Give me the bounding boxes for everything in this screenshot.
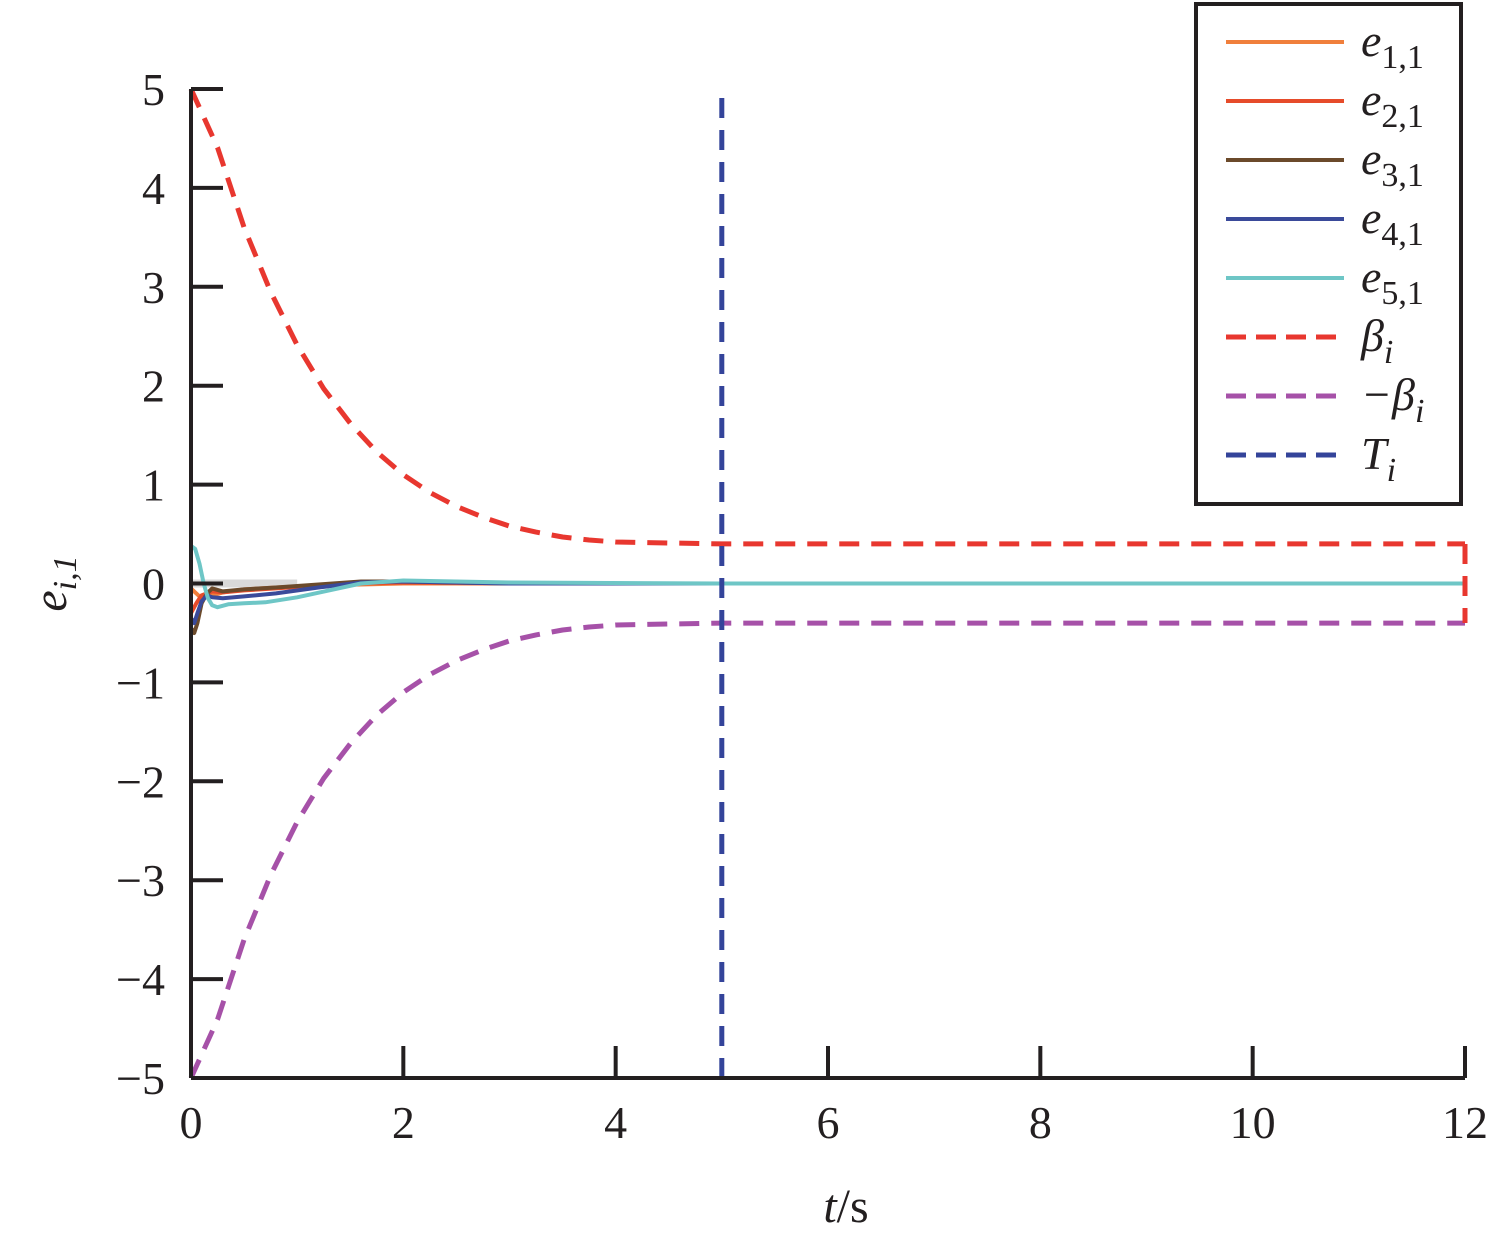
series-layer: [188, 87, 1468, 1080]
x-tick-label: 2: [392, 1097, 415, 1148]
legend-label-5: e5,1: [1361, 251, 1424, 312]
axis-titles: ei,1 t/s: [24, 555, 869, 1233]
series-line-7: [188, 620, 1465, 1080]
legend-label-2: e2,1: [1361, 74, 1424, 135]
series-line-1: [189, 581, 1465, 601]
series-line-4: [189, 579, 1465, 626]
legend-label-4: e4,1: [1361, 192, 1424, 253]
zero-reference-band: [191, 579, 298, 588]
legend-label-7: −βi: [1361, 369, 1424, 430]
x-tick-label: 12: [1442, 1097, 1488, 1148]
x-axis-title-rest: /s: [837, 1180, 869, 1233]
y-tick-label: 4: [142, 163, 165, 214]
y-tick-label: 3: [142, 262, 165, 313]
y-tick-label: 5: [142, 64, 165, 115]
y-tick-label: −2: [116, 756, 165, 807]
x-axis-title: t/s: [823, 1180, 868, 1233]
x-tick-label: 6: [817, 1097, 840, 1148]
x-tick-label: 10: [1230, 1097, 1276, 1148]
y-tick-label: −1: [116, 657, 165, 708]
y-tick-label: 0: [142, 559, 165, 610]
series-line-6: [188, 87, 1465, 547]
x-tick-label: 0: [180, 1097, 203, 1148]
series-line-5: [189, 544, 1465, 610]
legend-label-8: Ti: [1361, 428, 1396, 489]
y-tick-label: 2: [142, 361, 165, 412]
legend-label-3: e3,1: [1361, 133, 1424, 194]
y-axis-title-sub: i,1: [47, 555, 84, 590]
y-tick-label: −5: [116, 1053, 165, 1104]
y-axis-title-base: e: [24, 590, 77, 611]
x-tick-label: 4: [604, 1097, 627, 1148]
x-axis-title-italic: t: [823, 1180, 838, 1233]
legend-label-6: βi: [1360, 310, 1393, 371]
legend-label-1: e1,1: [1361, 15, 1424, 76]
y-axis-title: ei,1: [24, 555, 84, 611]
series-line-2: [189, 580, 1465, 615]
legend-box: [1194, 2, 1463, 506]
x-tick-label: 8: [1029, 1097, 1052, 1148]
y-tick-label: −4: [116, 954, 165, 1005]
y-tick-label: −3: [116, 855, 165, 906]
y-tick-label: 1: [142, 460, 165, 511]
